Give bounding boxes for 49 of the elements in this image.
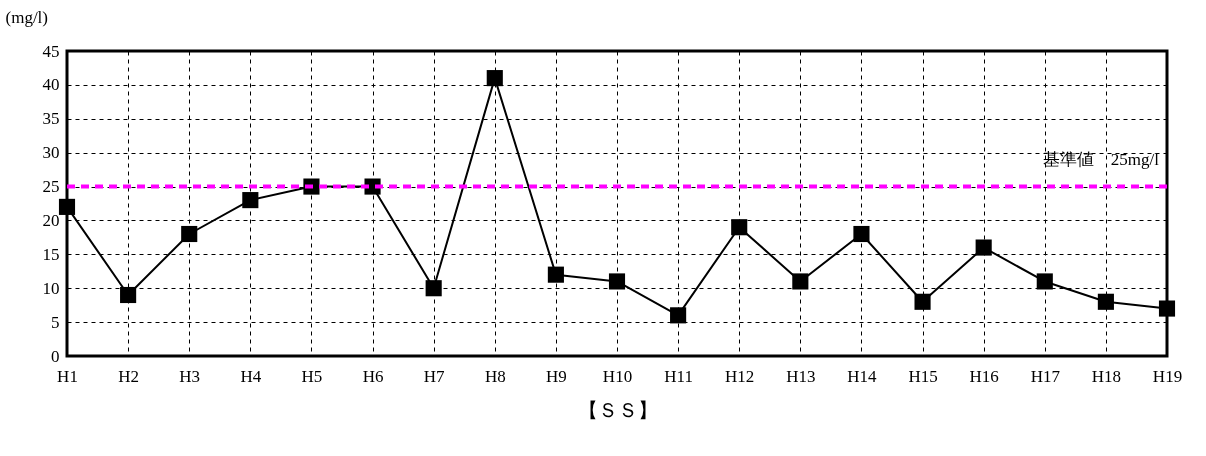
x-tick-label: H14 [847,366,878,386]
x-tick-label: H19 [1152,366,1183,386]
y-tick-label: 10 [42,278,60,298]
point [1036,273,1053,290]
y-tick-label: 40 [42,75,60,95]
x-tick-label: H13 [786,366,816,386]
x-tick-label: H17 [1030,366,1061,386]
point [58,198,76,215]
point [914,293,931,310]
y-axis-title: (mg/l) [5,7,48,27]
point [608,273,626,290]
y-tick-label: 30 [42,143,60,163]
point [853,225,870,243]
point [1097,293,1114,310]
y-tick-label: 25 [42,177,60,197]
point [547,266,564,283]
x-tick-label: H1 [57,366,78,386]
x-tick-label: H2 [118,366,139,386]
y-tick-label: 5 [51,312,60,332]
x-tick-label: H8 [484,366,506,386]
point [731,219,748,236]
point [670,307,687,324]
x-tick-label: H16 [969,366,999,386]
x-tick-label: H11 [664,366,693,386]
x-tick-label: H9 [546,366,567,386]
point [486,70,503,87]
y-tick-label: 20 [42,210,60,230]
y-tick-label: 35 [42,109,60,129]
point [1158,300,1176,317]
x-tick-label: H5 [301,366,323,386]
point [792,273,809,290]
y-tick-label: 45 [42,41,60,61]
ref-line-label: 基準値 25mg/l [1042,149,1160,169]
x-tick-label: H6 [362,366,384,386]
x-tick-label: H18 [1091,366,1122,386]
y-tick-label: 15 [42,244,60,264]
x-tick-label: H15 [908,366,938,386]
x-tick-label: H10 [602,366,633,386]
point [425,280,442,297]
point [181,225,198,243]
point [242,192,259,209]
x-axis-title: 【ＳＳ】 [577,398,658,421]
y-tick-label: 0 [51,346,60,366]
x-tick-label: H7 [423,366,446,386]
point [975,239,992,256]
x-tick-label: H4 [240,366,262,386]
x-tick-label: H3 [179,366,201,386]
point [120,286,137,304]
x-tick-label: H12 [725,366,755,386]
